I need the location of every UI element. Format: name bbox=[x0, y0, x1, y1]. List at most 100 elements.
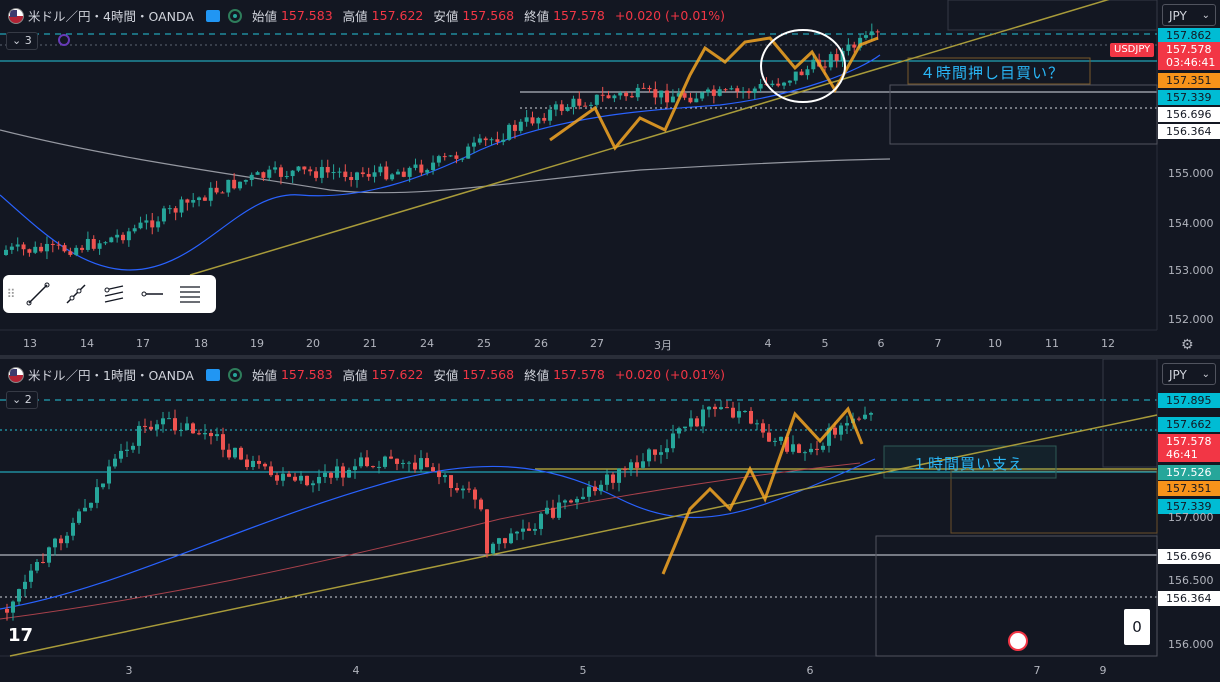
candle-body bbox=[695, 418, 699, 427]
bookmark-icon[interactable] bbox=[205, 368, 220, 381]
candle-body bbox=[577, 98, 582, 106]
chart-canvas-4h[interactable] bbox=[0, 0, 1220, 355]
candle-body bbox=[395, 458, 399, 464]
parallel-channel-icon[interactable] bbox=[95, 279, 133, 309]
candle-body bbox=[80, 247, 85, 250]
wave-pattern-line bbox=[549, 36, 879, 151]
zone-box-top bbox=[947, 0, 1158, 31]
candle-body bbox=[17, 589, 21, 602]
candle-body bbox=[269, 466, 273, 476]
candle-body bbox=[325, 166, 330, 173]
price-axis-label: 152.000 bbox=[1168, 313, 1214, 326]
candle-body bbox=[605, 474, 609, 485]
legend-4h: 米ドル／円・4時間・OANDA 始値 157.583 高値 157.622 安値 15… bbox=[8, 6, 731, 25]
economic-event-icon[interactable] bbox=[1008, 631, 1028, 651]
candle-body bbox=[618, 92, 623, 96]
candle-body bbox=[857, 418, 861, 420]
fib-retracement-icon[interactable] bbox=[171, 279, 209, 309]
candle-body bbox=[846, 44, 851, 51]
trend-line-icon[interactable] bbox=[19, 279, 57, 309]
horizontal-ray-icon[interactable] bbox=[133, 279, 171, 309]
candle-body bbox=[131, 445, 135, 450]
time-axis-label: 26 bbox=[534, 337, 548, 350]
currency-select[interactable]: JPY ⌄ bbox=[1162, 4, 1216, 26]
candle-body bbox=[821, 445, 825, 450]
price-label: 156.696 bbox=[1158, 549, 1220, 564]
pane-divider[interactable] bbox=[0, 355, 1220, 359]
candle-body bbox=[593, 486, 597, 492]
candle-body bbox=[799, 71, 804, 76]
candle-body bbox=[827, 427, 831, 446]
time-axis-label: 21 bbox=[363, 337, 377, 350]
candle-body bbox=[587, 486, 591, 497]
candle-body bbox=[479, 499, 483, 510]
annotation-1h-support[interactable]: １時間買い支え bbox=[912, 455, 1025, 473]
candle-body bbox=[863, 414, 867, 419]
chart-canvas-1h[interactable] bbox=[0, 359, 1220, 682]
market-status-icon[interactable] bbox=[227, 367, 242, 382]
currency-select[interactable]: JPY ⌄ bbox=[1162, 363, 1216, 385]
candle-body bbox=[308, 169, 313, 172]
candle-body bbox=[197, 197, 202, 201]
candle-body bbox=[97, 243, 102, 249]
drag-handle-icon[interactable]: ⠿ bbox=[6, 287, 16, 301]
candle-body bbox=[126, 231, 131, 241]
candle-body bbox=[791, 444, 795, 452]
candle-body bbox=[35, 561, 39, 571]
candle-body bbox=[275, 475, 279, 481]
highlight-circle bbox=[760, 29, 846, 103]
price-axis-label: 154.000 bbox=[1168, 217, 1214, 230]
candle-body bbox=[503, 538, 507, 544]
indicators-toggle[interactable]: ⌄ 3 bbox=[6, 32, 38, 50]
candle-body bbox=[755, 423, 759, 425]
candle-body bbox=[95, 487, 99, 503]
candle-body bbox=[863, 35, 868, 38]
candle-body bbox=[512, 124, 517, 131]
candle-body bbox=[779, 436, 783, 441]
candle-body bbox=[823, 66, 827, 68]
time-axis-label: 18 bbox=[194, 337, 208, 350]
market-status-icon[interactable] bbox=[227, 8, 242, 23]
time-axis-label: 12 bbox=[1101, 337, 1115, 350]
candle-body bbox=[683, 426, 687, 429]
chart-pane-1h[interactable]: 米ドル／円・1時間・OANDA 始値 157.583 高値 157.622 安値 15… bbox=[0, 359, 1220, 682]
candle-body bbox=[41, 561, 45, 563]
candle-body bbox=[323, 472, 327, 477]
candle-body bbox=[91, 238, 96, 249]
candle-body bbox=[629, 462, 633, 471]
candle-body bbox=[743, 410, 747, 412]
candle-body bbox=[472, 142, 476, 147]
symbol-title[interactable]: 米ドル／円・1時間・OANDA bbox=[28, 368, 194, 383]
candle-body bbox=[717, 89, 722, 96]
bookmark-icon[interactable] bbox=[205, 9, 220, 22]
candle-body bbox=[4, 249, 8, 255]
candle-body bbox=[302, 166, 307, 170]
alert-marker-icon bbox=[58, 34, 70, 46]
candle-body bbox=[179, 430, 183, 432]
candle-body bbox=[115, 234, 120, 238]
indicators-toggle[interactable]: ⌄ 2 bbox=[6, 391, 38, 409]
price-label: 157.662 bbox=[1158, 417, 1220, 432]
candle-body bbox=[341, 466, 345, 478]
candle-body bbox=[53, 538, 57, 548]
settings-gear-icon[interactable]: ⚙ bbox=[1181, 337, 1194, 353]
candle-body bbox=[571, 98, 576, 108]
candle-body bbox=[565, 107, 570, 111]
candle-body bbox=[845, 423, 849, 426]
time-axis-label: 4 bbox=[764, 337, 772, 350]
candle-body bbox=[221, 434, 225, 450]
tradingview-logo[interactable]: 17 bbox=[8, 625, 34, 646]
zero-badge[interactable]: 0 bbox=[1124, 609, 1150, 645]
candle-body bbox=[27, 249, 32, 253]
candle-body bbox=[477, 138, 482, 143]
annotation-4h-buy-the-dip[interactable]: ４時間押し目買い？ bbox=[920, 64, 1065, 82]
candle-body bbox=[833, 427, 837, 435]
ray-icon[interactable] bbox=[57, 279, 95, 309]
candle-body bbox=[150, 220, 155, 228]
candle-body bbox=[533, 528, 537, 531]
symbol-title[interactable]: 米ドル／円・4時間・OANDA bbox=[28, 9, 194, 24]
candle-body bbox=[758, 84, 763, 89]
candle-body bbox=[360, 172, 365, 175]
chart-pane-4h[interactable]: 米ドル／円・4時間・OANDA 始値 157.583 高値 157.622 安値 15… bbox=[0, 0, 1220, 355]
candle-body bbox=[125, 449, 129, 451]
